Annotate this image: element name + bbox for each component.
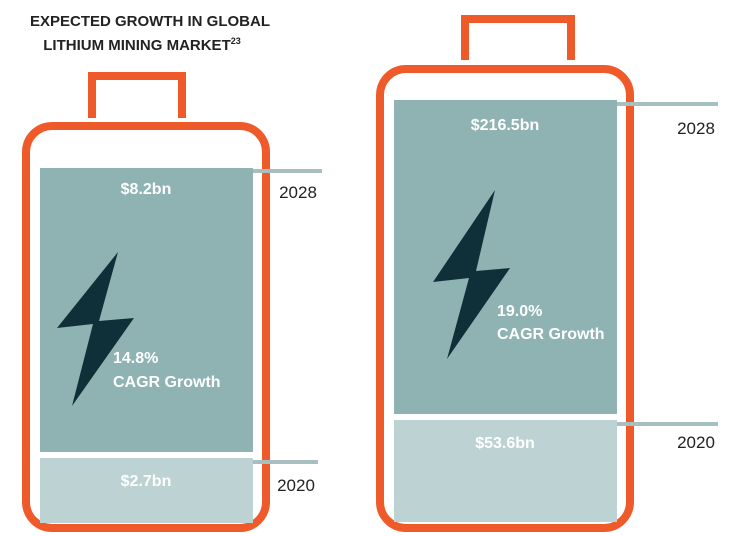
block-top bbox=[394, 100, 617, 414]
value-label: $216.5bn bbox=[471, 117, 539, 134]
battery: $216.5bn $53.6bn 2028 2020 19.0% CAGR Gr… bbox=[376, 15, 718, 532]
battery-handle bbox=[461, 15, 575, 60]
battery-body bbox=[376, 65, 634, 532]
cagr-label: CAGR Growth bbox=[113, 374, 221, 391]
title-line: LITHIUM MINING MARKET23 bbox=[43, 36, 241, 54]
year-label: 2020 bbox=[277, 476, 315, 495]
cagr-value: 14.8% bbox=[113, 350, 158, 367]
block-bottom bbox=[394, 420, 617, 522]
battery-body bbox=[22, 122, 270, 532]
battery: $8.2bn $2.7bn 2028 2020 14.8% CAGR Growt… bbox=[22, 72, 322, 532]
lightning-icon bbox=[57, 252, 134, 406]
year-label: 2020 bbox=[677, 433, 715, 452]
cagr-value: 19.0% bbox=[497, 303, 542, 320]
title-text: LITHIUM MINING MARKET bbox=[43, 37, 230, 54]
title-line: EXPECTED GROWTH IN GLOBAL bbox=[30, 13, 270, 30]
value-label: $8.2bn bbox=[121, 181, 172, 198]
lightning-icon bbox=[433, 190, 510, 359]
footnote: 23 bbox=[231, 36, 241, 46]
value-label: $2.7bn bbox=[121, 473, 172, 490]
value-label: $53.6bn bbox=[475, 435, 535, 452]
block-bottom bbox=[40, 458, 253, 523]
year-label: 2028 bbox=[279, 183, 317, 202]
year-label: 2028 bbox=[677, 119, 715, 138]
cagr-label: CAGR Growth bbox=[497, 326, 605, 343]
battery-handle bbox=[88, 72, 186, 118]
